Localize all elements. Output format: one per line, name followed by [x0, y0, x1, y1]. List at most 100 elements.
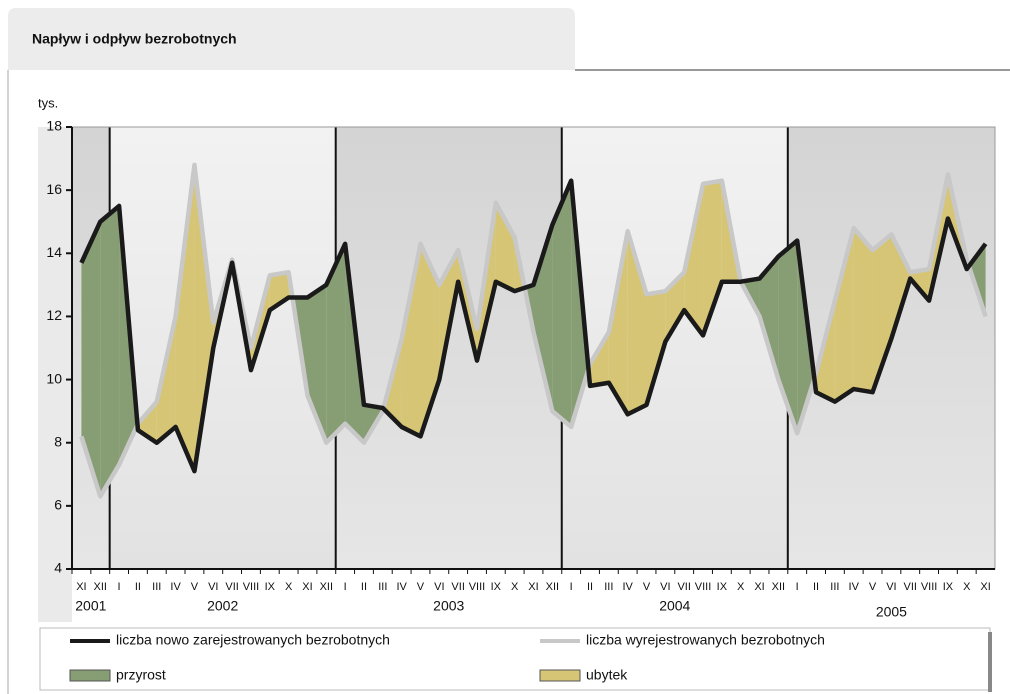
x-tick-label: XI [302, 581, 312, 593]
x-tick-label: XII [546, 581, 559, 593]
fill-przyrost [100, 205, 120, 497]
x-tick-label: XI [528, 581, 538, 593]
x-tick-label: X [737, 581, 745, 593]
fill-ubytek [269, 272, 289, 311]
year-band [335, 127, 562, 569]
fill-przyrost [81, 221, 101, 497]
y-tick-label: 12 [46, 307, 62, 323]
x-tick-label: II [135, 581, 141, 593]
x-tick-label: VI [660, 581, 670, 593]
legend-label: ubytek [586, 667, 628, 683]
x-tick-label: I [570, 581, 573, 593]
y-tick-label: 18 [46, 118, 62, 134]
y-tick-label: 8 [54, 433, 62, 449]
x-tick-label: IX [491, 581, 502, 593]
x-tick-label: VII [225, 581, 238, 593]
x-tick-label: VII [904, 581, 917, 593]
x-tick-label: X [511, 581, 519, 593]
chart-title: Napływ i odpływ bezrobotnych [32, 31, 237, 47]
x-tick-label: III [830, 581, 839, 593]
x-tick-label: IX [943, 581, 954, 593]
x-tick-label: IV [849, 581, 860, 593]
y-tick-label: 16 [46, 181, 62, 197]
x-tick-label: II [361, 581, 367, 593]
x-tick-label: VIII [695, 581, 712, 593]
fill-ubytek [627, 231, 647, 415]
x-tick-label: III [378, 581, 387, 593]
x-tick-label: VIII [243, 581, 260, 593]
x-tick-label: V [643, 581, 651, 593]
y-axis-label: tys. [38, 95, 58, 110]
year-label: 2003 [433, 598, 464, 614]
legend-label: liczba wyrejestrowanych bezrobotnych [586, 632, 825, 648]
x-tick-label: VII [451, 581, 464, 593]
x-tick-label: XII [320, 581, 333, 593]
fill-ubytek [194, 164, 214, 472]
x-tick-label: XII [772, 581, 785, 593]
x-tick-label: IX [717, 581, 728, 593]
x-tick-label: VIII [921, 581, 938, 593]
x-tick-label: III [152, 581, 161, 593]
x-tick-label: X [963, 581, 971, 593]
fill-ubytek [703, 180, 722, 336]
fill-przyrost [552, 180, 572, 427]
x-tick-label: VI [208, 581, 218, 593]
year-label: 2004 [659, 598, 690, 614]
axis-band [38, 127, 72, 622]
x-tick-label: I [118, 581, 121, 593]
fill-ubytek [891, 234, 911, 339]
fill-ubytek [872, 234, 892, 393]
fill-ubytek [853, 228, 873, 393]
fill-ubytek [590, 332, 609, 386]
fill-ubytek [401, 243, 421, 437]
x-tick-label: XII [94, 581, 107, 593]
x-tick-label: V [417, 581, 425, 593]
fill-ubytek [646, 291, 666, 405]
x-tick-label: XI [980, 581, 990, 593]
x-tick-label: VI [886, 581, 896, 593]
legend-label: liczba nowo zarejestrowanych bezrobotnyc… [116, 632, 390, 648]
legend-swatch [69, 669, 111, 682]
x-tick-label: X [285, 581, 293, 593]
y-tick-label: 14 [46, 244, 62, 260]
y-tick-label: 10 [46, 370, 62, 386]
series-line [79, 178, 988, 474]
header-tab [8, 8, 575, 70]
x-tick-label: IV [622, 581, 633, 593]
fill-ubytek [495, 202, 515, 292]
x-tick-label: II [587, 581, 593, 593]
x-tick-label: V [191, 581, 199, 593]
x-tick-label: I [796, 581, 799, 593]
legend-label: przyrost [116, 667, 166, 683]
fill-ubytek [175, 164, 195, 472]
year-label: 2001 [75, 598, 106, 614]
x-tick-label: IV [396, 581, 407, 593]
x-tick-label: VII [677, 581, 690, 593]
year-band [787, 127, 995, 569]
x-tick-label: IV [170, 581, 181, 593]
series-line [79, 162, 988, 499]
fill-przyrost [759, 256, 779, 380]
fill-przyrost [778, 240, 798, 434]
legend-box [39, 627, 991, 691]
year-band [561, 127, 788, 569]
x-tick-label: IX [265, 581, 276, 593]
x-tick-label: III [604, 581, 613, 593]
x-tick-label: XI [76, 581, 86, 593]
x-tick-label: XI [754, 581, 764, 593]
x-tick-label: VI [434, 581, 444, 593]
fill-przyrost [326, 243, 346, 443]
x-tick-label: II [813, 581, 819, 593]
y-tick-label: 4 [54, 560, 62, 576]
x-tick-label: VIII [469, 581, 486, 593]
y-tick-label: 6 [54, 497, 62, 513]
x-tick-label: I [344, 581, 347, 593]
year-label: 2005 [876, 604, 907, 620]
year-label: 2002 [207, 598, 238, 614]
fill-ubytek [684, 183, 704, 336]
fill-ubytek [834, 228, 854, 402]
legend-swatch [539, 669, 581, 682]
fill-ubytek [608, 231, 628, 415]
x-tick-label: V [869, 581, 877, 593]
